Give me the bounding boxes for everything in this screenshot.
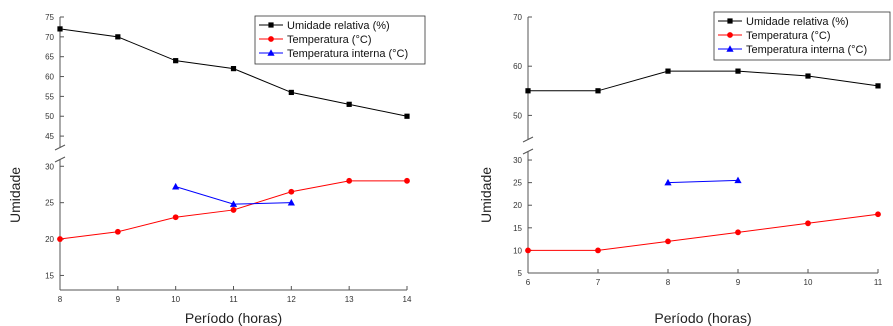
x-tick-label: 6 — [526, 278, 531, 287]
x-axis-title: Período (horas) — [654, 310, 751, 326]
data-point — [346, 101, 352, 107]
data-point — [404, 113, 410, 119]
y-tick-label: 15 — [45, 271, 54, 280]
axis-break-mark — [54, 156, 66, 163]
data-point — [665, 68, 671, 74]
x-tick-label: 11 — [874, 278, 883, 287]
y-tick-label: 10 — [513, 246, 522, 255]
y-tick-label: 5 — [518, 269, 523, 278]
legend-marker — [726, 45, 734, 52]
x-tick-label: 9 — [736, 278, 741, 287]
y-tick-label: 50 — [513, 111, 522, 120]
y-tick-label: 25 — [45, 199, 54, 208]
y-tick-label: 60 — [45, 73, 54, 82]
x-axis-title: Período (horas) — [185, 310, 282, 326]
data-point — [172, 182, 180, 190]
y-axis-title: Umidade — [7, 167, 23, 223]
data-point — [173, 58, 179, 64]
y-tick-label: 20 — [45, 235, 54, 244]
data-point — [57, 236, 63, 242]
y-tick-label: 45 — [45, 132, 54, 141]
data-point — [875, 83, 881, 89]
x-tick-label: 13 — [345, 295, 354, 304]
legend-marker — [268, 22, 274, 28]
data-point — [114, 228, 121, 235]
x-tick-label: 8 — [58, 295, 63, 304]
series-line — [528, 213, 879, 251]
data-point — [525, 88, 531, 94]
axis-break-mark — [522, 148, 534, 155]
data-point — [404, 177, 410, 184]
y-tick-label: 15 — [513, 224, 522, 233]
chart-left: 8 9 10 11 12 13 14 45 50 55 60 65 70 75 15 20 25 30 Períod… — [7, 13, 426, 326]
y-tick-label: 20 — [513, 201, 522, 210]
data-point — [734, 176, 742, 184]
data-point — [115, 34, 121, 40]
data-point — [805, 73, 811, 79]
data-point — [229, 200, 238, 207]
data-point — [288, 188, 295, 195]
legend-label: Temperatura interna (°C) — [287, 48, 408, 60]
axis-break-mark — [54, 144, 66, 151]
data-point — [172, 214, 179, 221]
axis-break-mark — [522, 136, 534, 143]
data-point — [805, 220, 811, 227]
data-point — [525, 247, 531, 254]
data-point — [288, 89, 294, 96]
legend-marker — [727, 32, 733, 38]
series-line — [667, 179, 739, 184]
legend-label: Umidade relativa (%) — [287, 20, 390, 32]
y-tick-label: 30 — [513, 156, 522, 165]
data-point — [287, 198, 295, 206]
legend-box — [713, 11, 891, 61]
y-tick-label: 50 — [45, 112, 54, 121]
series-line — [528, 70, 879, 92]
x-tick-label: 14 — [403, 295, 412, 304]
data-point — [57, 26, 63, 32]
data-point — [595, 247, 601, 254]
data-point — [346, 177, 353, 184]
y-tick-label: 30 — [45, 162, 54, 171]
y-axis-title: Umidade — [478, 167, 494, 223]
y-tick-label: 65 — [45, 53, 54, 62]
y-tick-label: 55 — [45, 92, 54, 101]
legend-label: Umidade relativa (%) — [746, 16, 849, 28]
data-point — [735, 229, 741, 236]
x-tick-label: 10 — [804, 278, 813, 287]
legend-marker — [267, 49, 275, 56]
y-tick-label: 75 — [45, 13, 54, 22]
x-tick-label: 10 — [171, 295, 180, 304]
legend-label: Temperatura interna (°C) — [746, 44, 867, 56]
data-point — [665, 238, 671, 245]
x-tick-label: 11 — [229, 295, 238, 304]
x-tick-label: 8 — [666, 278, 671, 287]
x-tick-label: 9 — [116, 295, 121, 304]
y-tick-label: 25 — [513, 179, 522, 188]
chart-right: 6 7 8 9 10 11 50 60 70 5 10 15 20 25 30 Período (horas)… — [478, 11, 891, 326]
x-tick-label: 12 — [287, 295, 296, 304]
legend-box — [254, 15, 426, 65]
data-point — [230, 66, 237, 72]
legend-marker — [268, 36, 274, 42]
data-point — [595, 88, 601, 94]
y-tick-label: 70 — [513, 13, 522, 22]
legend-label: Temperatura (°C) — [287, 34, 371, 46]
y-tick-label: 60 — [513, 62, 522, 71]
data-point — [664, 178, 672, 186]
data-point — [230, 207, 237, 213]
data-point — [735, 68, 741, 74]
x-tick-label: 7 — [596, 278, 601, 287]
legend-label: Temperatura (°C) — [746, 30, 830, 42]
data-point — [875, 211, 881, 218]
legend-marker — [727, 18, 733, 24]
y-tick-label: 70 — [45, 33, 54, 42]
